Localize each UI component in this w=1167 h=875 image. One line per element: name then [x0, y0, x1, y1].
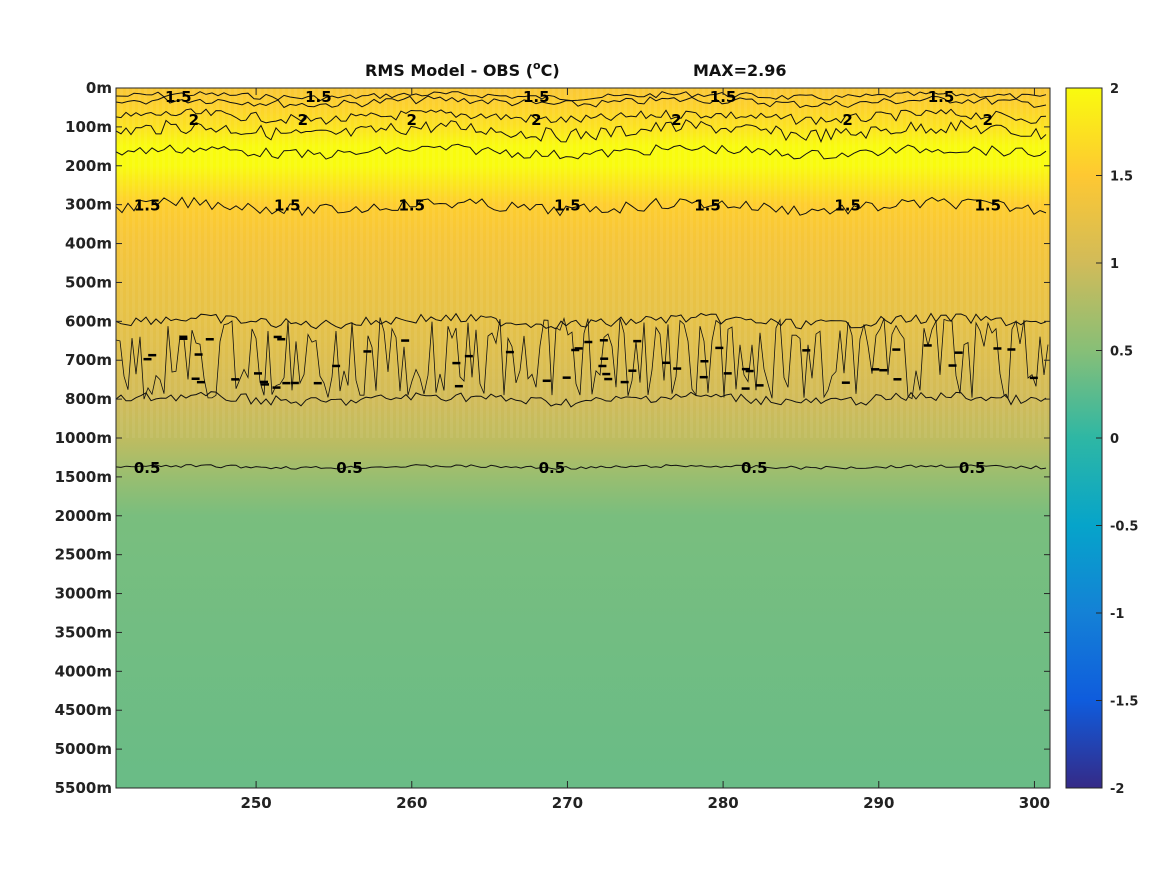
contour-line-1.5-upper: [115, 95, 1047, 109]
colorbar-ticks: 2 1.5 1 0.5 0 -0.5 -1 -1.5 -2: [1096, 82, 1138, 797]
contour-label-0.5: 0.5: [336, 459, 363, 477]
contour-lines: [115, 90, 1049, 470]
y-tick-label: 800m: [65, 390, 112, 408]
title-unit: C): [541, 61, 560, 80]
contour-label-1.5: 1.5: [305, 88, 332, 106]
contour-label-1.5: 1.5: [554, 197, 581, 215]
title-text-left: RMS Model - OBS (: [365, 61, 533, 80]
contour-line-1-upper: [115, 312, 1047, 330]
contour-label-0.5: 0.5: [741, 459, 768, 477]
x-tick-label: 250: [240, 794, 271, 812]
contour-line-0.5: [115, 464, 1047, 470]
y-tick-label: 500m: [65, 273, 112, 291]
contour-label-2: 2: [671, 111, 681, 129]
plot-area: 1.5 1.5 1.5 1.5 1.5 2 2 2 2 2 2 2 1.5 1.5 1.5 1.5 1.5 1.5…: [115, 87, 1051, 789]
x-tick-label: 260: [396, 794, 427, 812]
contour-label-1.5: 1.5: [834, 197, 861, 215]
y-tick-label: 3500m: [55, 623, 112, 641]
colorbar-tick-label: 1.5: [1110, 170, 1133, 185]
y-tick-label: 400m: [65, 235, 112, 253]
contour-label-0.5: 0.5: [539, 459, 566, 477]
colorbar-tick-label: 2: [1110, 82, 1119, 97]
contour-label-1.5: 1.5: [274, 197, 301, 215]
x-tick-label: 280: [707, 794, 738, 812]
contour-line-2-upper: [115, 108, 1047, 126]
y-tick-label: 5500m: [55, 779, 112, 797]
contour-line-1-lower: [115, 391, 1047, 408]
title-unit-superscript: o: [533, 59, 541, 72]
y-tick-label: 700m: [65, 351, 112, 369]
y-tick-label: 4000m: [55, 662, 112, 680]
contour-label-1.5: 1.5: [134, 197, 161, 215]
x-axis: 250 260 270 280 290 300: [240, 88, 1050, 812]
contour-label-1.5: 1.5: [523, 88, 550, 106]
y-tick-label: 200m: [65, 157, 112, 175]
y-tick-label: 1500m: [55, 468, 112, 486]
contour-label-0.5: 0.5: [959, 459, 986, 477]
y-tick-label: 100m: [65, 118, 112, 136]
contour-line-1.5-top: [115, 90, 1047, 102]
colorbar-tick-label: 1: [1110, 257, 1119, 272]
contour-label-2: 2: [407, 111, 417, 129]
contour-spikes-1: [115, 316, 1049, 400]
y-tick-label: 5000m: [55, 740, 112, 758]
contour-label-1.5: 1.5: [694, 197, 721, 215]
chart-max-label: MAX=2.96: [693, 61, 787, 80]
contour-label-2: 2: [189, 111, 199, 129]
contour-label-0.5: 0.5: [134, 459, 161, 477]
contour-line-2-lower: [115, 143, 1047, 160]
colorbar: 2 1.5 1 0.5 0 -0.5 -1 -1.5 -2: [1065, 82, 1138, 797]
contour-line-1.5-lower: [115, 196, 1047, 217]
y-tick-label: 2500m: [55, 546, 112, 564]
x-tick-label: 270: [552, 794, 583, 812]
contour-line-2-mid: [115, 119, 1047, 144]
contour-label-1.5: 1.5: [398, 197, 425, 215]
y-tick-label: 300m: [65, 196, 112, 214]
contour-label-1.5: 1.5: [165, 88, 192, 106]
y-tick-label: 4500m: [55, 701, 112, 719]
colorbar-tick-label: 0.5: [1110, 345, 1133, 360]
colorbar-tick-label: -1: [1110, 607, 1124, 622]
contour-label-2: 2: [842, 111, 852, 129]
y-tick-label: 0m: [86, 79, 112, 97]
colorbar-tick-label: -2: [1110, 782, 1124, 797]
contour-label-1.5: 1.5: [974, 197, 1001, 215]
chart-title: RMS Model - OBS (oC): [365, 59, 560, 80]
x-tick-label: 300: [1019, 794, 1050, 812]
colorbar-tick-label: -1.5: [1110, 695, 1138, 710]
heatmap-texture: [116, 88, 1050, 438]
colorbar-tick-label: -0.5: [1110, 520, 1138, 535]
y-tick-label: 1000m: [55, 429, 112, 447]
colorbar-tick-label: 0: [1110, 432, 1119, 447]
y-tick-label: 3000m: [55, 585, 112, 603]
y-tick-label: 2000m: [55, 507, 112, 525]
contour-labels: 1.5 1.5 1.5 1.5 1.5 2 2 2 2 2 2 2 1.5 1.5 1.5 1.5 1.5 1.5…: [134, 88, 1001, 477]
x-tick-label: 290: [863, 794, 894, 812]
contour-label-1.5: 1.5: [710, 88, 737, 106]
contour-label-1.5: 1.5: [928, 88, 955, 106]
contour-label-2: 2: [983, 111, 993, 129]
contour-label-2: 2: [531, 111, 541, 129]
contour-label-2: 2: [298, 111, 308, 129]
y-tick-label: 600m: [65, 312, 112, 330]
y-axis: 0m 100m 200m 300m 400m 500m 600m 700m 800m 1000m 1…: [55, 79, 1050, 797]
